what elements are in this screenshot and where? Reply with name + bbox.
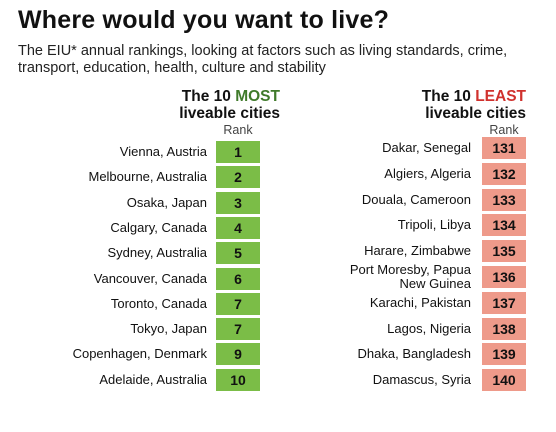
most-city-name: Copenhagen, Denmark — [72, 346, 207, 362]
least-city-name: Karachi, Pakistan — [369, 294, 471, 310]
least-rank-badge: 138 — [482, 317, 526, 340]
least-city-name: Douala, Cameroon — [361, 191, 471, 207]
most-rank-badge: 7 — [216, 292, 260, 315]
least-city-name: Lagos, Nigeria — [387, 320, 471, 336]
most-rank-badge: 6 — [216, 267, 260, 290]
most-rank-badge: 2 — [216, 166, 260, 189]
most-rank-badge: 3 — [216, 191, 260, 214]
most-heading: The 10 MOST liveable cities — [120, 88, 280, 122]
most-rank-badge: 10 — [216, 368, 260, 391]
least-city-name: Algiers, Algeria — [384, 165, 471, 181]
most-heading-prefix: The 10 — [181, 88, 236, 105]
most-heading-accent: MOST — [235, 88, 280, 105]
most-rank-badge: 1 — [216, 141, 260, 163]
least-heading: The 10 LEAST liveable cities — [366, 88, 526, 122]
most-rank-label: Rank — [223, 123, 253, 137]
least-city-name: Tripoli, Libya — [397, 217, 471, 233]
most-city-name: Melbourne, Australia — [88, 169, 207, 185]
least-rank-badge: 132 — [482, 162, 526, 185]
most-city-name: Toronto, Canada — [110, 295, 207, 311]
least-heading-accent: LEAST — [475, 88, 526, 105]
least-city-name: Port Moresby, Papua New Guinea — [349, 262, 471, 291]
least-heading-suffix: liveable cities — [425, 105, 526, 122]
least-rank-badge: 131 — [482, 137, 526, 159]
least-rank-badge: 139 — [482, 343, 526, 366]
most-city-name: Tokyo, Japan — [130, 321, 207, 337]
subtitle: The EIU* annual rankings, looking at fac… — [18, 43, 508, 76]
least-rank-badge: 135 — [482, 240, 526, 263]
most-city-name: Sydney, Australia — [107, 245, 207, 261]
least-rank-badge: 140 — [482, 369, 526, 392]
most-city-name: Adelaide, Australia — [99, 371, 207, 387]
most-rank-badge: 4 — [216, 216, 260, 239]
least-city-name: Dhaka, Bangladesh — [357, 346, 471, 362]
least-rank-badge: 133 — [482, 188, 526, 211]
least-rank-badge: 136 — [482, 266, 526, 288]
most-city-name: Vienna, Austria — [119, 144, 207, 159]
most-city-name: Calgary, Canada — [110, 219, 207, 235]
least-city-name: Harare, Zimbabwe — [364, 243, 471, 259]
most-rank-badge: 5 — [216, 242, 260, 265]
most-heading-suffix: liveable cities — [179, 105, 280, 122]
least-city-name: Damascus, Syria — [372, 372, 471, 388]
least-rank-badge: 137 — [482, 291, 526, 314]
least-rank-badge: 134 — [482, 214, 526, 237]
least-rank-label: Rank — [489, 123, 519, 137]
most-city-name: Vancouver, Canada — [93, 270, 207, 286]
most-rank-badge: 9 — [216, 343, 260, 366]
page-title: Where would you want to live? — [18, 6, 390, 34]
most-rank-badge: 7 — [216, 318, 260, 341]
most-city-name: Osaka, Japan — [126, 194, 207, 210]
least-city-name: Dakar, Senegal — [382, 140, 471, 155]
least-heading-prefix: The 10 — [421, 88, 476, 105]
